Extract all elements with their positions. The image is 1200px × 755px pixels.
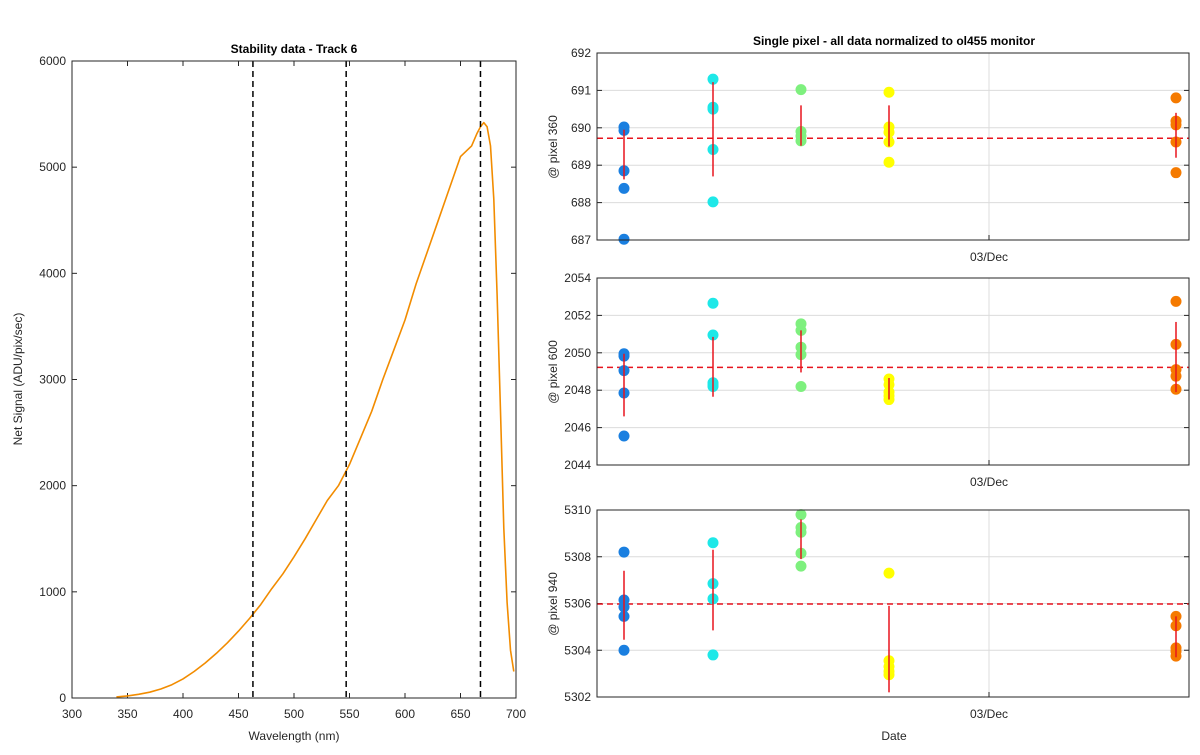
spectrum-xtick-label-2: 400 xyxy=(173,707,193,721)
pixel-360-panel: Single pixel - all data normalized to ol… xyxy=(546,34,1190,264)
pixel-360-point-4-4 xyxy=(1170,167,1182,179)
pixel-360-point-0-3 xyxy=(618,182,630,194)
pixel-940-point-0-4 xyxy=(618,644,630,656)
spectrum-xtick-label-0: 300 xyxy=(62,707,82,721)
spectrum-panel: Stability data - Track 6 Wavelength (nm)… xyxy=(11,42,526,743)
pixel-360-ytick-label-2: 689 xyxy=(571,158,591,172)
pixel-600-plot-area xyxy=(597,278,1189,465)
pixel-940-axes-frame xyxy=(596,509,1190,698)
spectrum-xtick-label-6: 600 xyxy=(395,707,415,721)
spectrum-xtick-label-8: 700 xyxy=(506,707,526,721)
spectrum-ytick-label-1: 1000 xyxy=(39,585,66,599)
pixel-940-xlabel: Date xyxy=(881,729,907,743)
spectrum-ytick-label-6: 6000 xyxy=(39,54,66,68)
pixel-940-xtick-label-0: 03/Dec xyxy=(970,707,1008,721)
pixel-940-point-3-0 xyxy=(883,567,895,579)
pixel-600-ytick-label-0: 2044 xyxy=(564,458,591,472)
pixel-600-ytick-label-1: 2046 xyxy=(564,421,591,435)
pixel-600-point-0-4 xyxy=(618,430,630,442)
pixel-600-panel: @ pixel 600 2044 2046 2048 2050 2052 2054 03/D… xyxy=(546,271,1190,489)
pixel-360-point-3-0 xyxy=(883,86,895,98)
pixel-940-ytick-label-1: 5304 xyxy=(564,643,591,657)
pixel-360-plot-area xyxy=(597,53,1189,240)
spectrum-ytick-label-5: 5000 xyxy=(39,160,66,174)
spectrum-xlabel: Wavelength (nm) xyxy=(249,729,340,743)
spectrum-xtick-label-3: 450 xyxy=(228,707,248,721)
pixel-940-ytick-label-0: 5302 xyxy=(564,690,591,704)
pixel-360-point-1-0 xyxy=(707,73,719,85)
pixel-360-point-1-4 xyxy=(707,196,719,208)
pixel-360-point-3-4 xyxy=(883,156,895,168)
pixel-940-point-1-0 xyxy=(707,537,719,549)
spectrum-xtick-label-5: 550 xyxy=(339,707,359,721)
pixel-360-ytick-label-5: 692 xyxy=(571,46,591,60)
pixel-360-ytick-label-0: 687 xyxy=(571,233,591,247)
pixel-360-ytick-label-1: 688 xyxy=(571,196,591,210)
spectrum-plot-area xyxy=(72,61,516,698)
pixel-360-point-0-4 xyxy=(618,233,630,245)
pixel-940-point-2-0 xyxy=(795,509,807,521)
pixel-360-ylabel: @ pixel 360 xyxy=(546,115,560,179)
pixel-940-ytick-label-4: 5310 xyxy=(564,503,591,517)
pixel-600-ytick-label-4: 2052 xyxy=(564,308,591,322)
pixel-360-xtick-label-0: 03/Dec xyxy=(970,250,1008,264)
spectrum-xtick-label-4: 500 xyxy=(284,707,304,721)
pixel-600-xtick-label-0: 03/Dec xyxy=(970,475,1008,489)
pixel-360-point-2-0 xyxy=(795,84,807,96)
pixel-940-point-2-4 xyxy=(795,560,807,572)
pixel-940-ylabel: @ pixel 940 xyxy=(546,572,560,636)
pixel-360-ytick-label-3: 690 xyxy=(571,121,591,135)
pixel-940-point-0-0 xyxy=(618,546,630,558)
pixel-600-point-4-0 xyxy=(1170,295,1182,307)
spectrum-axes-frame xyxy=(71,60,517,699)
pixel-600-point-1-1 xyxy=(707,329,719,341)
pixel-360-ytick-label-4: 691 xyxy=(571,83,591,97)
spectrum-ytick-label-3: 3000 xyxy=(39,373,66,387)
spectrum-title: Stability data - Track 6 xyxy=(231,42,358,56)
pixel-940-point-1-3 xyxy=(707,649,719,661)
pixel-600-ytick-label-3: 2050 xyxy=(564,346,591,360)
spectrum-line xyxy=(116,121,515,698)
pixel-600-ylabel: @ pixel 600 xyxy=(546,340,560,404)
pixel-360-axes-frame xyxy=(596,52,1190,241)
pixel-940-ytick-label-3: 5308 xyxy=(564,550,591,564)
spectrum-ytick-label-0: 0 xyxy=(59,691,66,705)
pixel-360-point-4-0 xyxy=(1170,92,1182,104)
pixel-panels-title: Single pixel - all data normalized to ol… xyxy=(753,34,1035,48)
spectrum-ytick-label-2: 2000 xyxy=(39,479,66,493)
pixel-940-panel: @ pixel 940 Date 5302 5304 5306 5308 5310 03/… xyxy=(546,503,1190,743)
spectrum-xtick-label-1: 350 xyxy=(117,707,137,721)
pixel-940-ytick-label-2: 5306 xyxy=(564,597,591,611)
pixel-600-axes-frame xyxy=(596,277,1190,466)
spectrum-ylabel: Net Signal (ADU/pix/sec) xyxy=(11,313,25,446)
spectrum-ytick-label-4: 4000 xyxy=(39,266,66,280)
pixel-600-ytick-label-2: 2048 xyxy=(564,383,591,397)
pixel-600-point-1-0 xyxy=(707,297,719,309)
pixel-600-ytick-label-5: 2054 xyxy=(564,271,591,285)
pixel-600-point-2-4 xyxy=(795,380,807,392)
spectrum-xtick-label-7: 650 xyxy=(450,707,470,721)
